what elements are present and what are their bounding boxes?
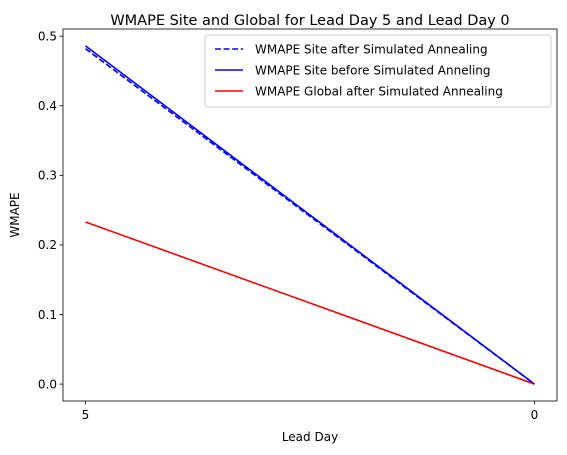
x-tick-label-1: 0	[531, 408, 539, 422]
plot-frame	[62, 28, 558, 402]
legend: WMAPE Site after Simulated Annealing WMAP…	[204, 34, 552, 108]
x-tick-label-0: 5	[82, 408, 90, 422]
legend-frame	[204, 34, 552, 108]
y-tick-label-4: 0.4	[38, 99, 57, 113]
legend-label-wmape-site-after-simulated-annealing: WMAPE Site after Simulated Annealing	[255, 42, 488, 56]
x-axis-label: Lead Day	[282, 430, 338, 444]
y-tick-label-2: 0.2	[38, 238, 57, 252]
y-axis: 0.0 0.1 0.2 0.3 0.4 0.5	[38, 29, 63, 391]
series-line-wmape-site-after-simulated-annealing	[85, 48, 535, 385]
legend-label-wmape-global-after-simulated-annealing: WMAPE Global after Simulated Annealing	[255, 84, 503, 98]
y-tick-label-5: 0.5	[38, 29, 57, 43]
y-axis-label: WMAPE	[8, 192, 22, 237]
plot-lines	[85, 45, 535, 385]
series-line-wmape-global-after-simulated-annealing	[85, 221, 535, 385]
y-tick-label-0: 0.0	[38, 377, 57, 391]
y-tick-label-1: 0.1	[38, 308, 57, 322]
legend-label-wmape-site-before-simulated-anneling: WMAPE Site before Simulated Anneling	[255, 63, 491, 77]
chart-title: WMAPE Site and Global for Lead Day 5 and…	[110, 13, 509, 29]
y-tick-label-3: 0.3	[38, 169, 57, 183]
